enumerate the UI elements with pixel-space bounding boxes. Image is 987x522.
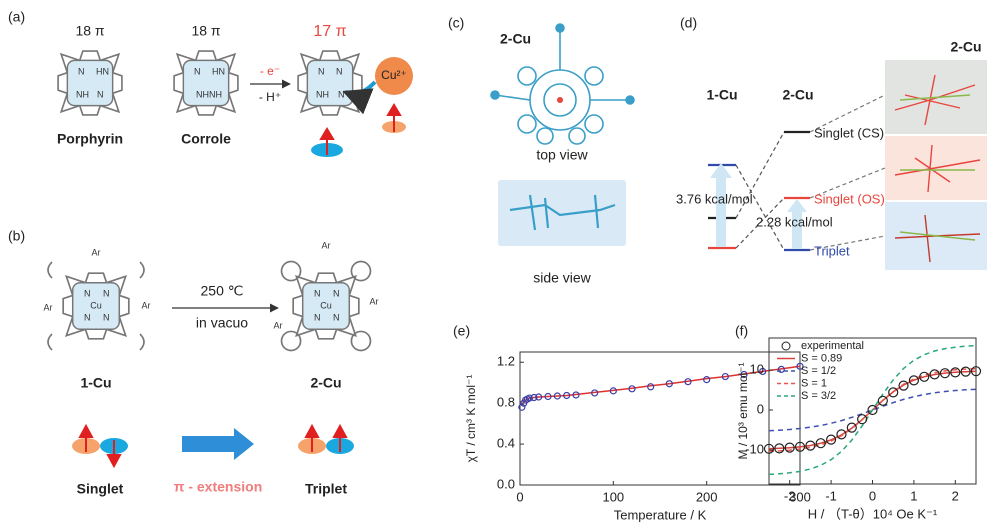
corrole-structure bbox=[174, 51, 238, 115]
x-axis-label: H / （T-θ）10⁴ Oe K⁻¹ bbox=[808, 506, 938, 521]
compound-name: 2-Cu bbox=[310, 375, 341, 391]
legend-label: S = 3/2 bbox=[801, 390, 836, 402]
y-axis-label: M / 10³ emu mol⁻¹ bbox=[736, 362, 750, 459]
radical-structure bbox=[298, 51, 362, 115]
atom-label: N bbox=[314, 312, 321, 322]
atom-label: NH bbox=[76, 89, 89, 99]
step-label: - H⁺ bbox=[259, 90, 281, 104]
atom-label: N bbox=[194, 66, 201, 76]
atom-label: N bbox=[318, 66, 325, 76]
pi-count: 17 π bbox=[313, 23, 346, 40]
step-label: - e⁻ bbox=[260, 64, 280, 78]
process-label: π - extension bbox=[174, 479, 263, 495]
atom-label: N bbox=[84, 312, 91, 322]
x-tick-label: 100 bbox=[602, 489, 624, 504]
pi-count: 18 π bbox=[191, 23, 220, 39]
atom-label: N bbox=[103, 312, 110, 322]
panel-label: (e) bbox=[453, 323, 470, 339]
y-tick-label: 0.0 bbox=[497, 476, 515, 491]
legend-label: experimental bbox=[801, 340, 864, 352]
y-tick-label: 1.2 bbox=[497, 354, 515, 369]
atom-label: N bbox=[103, 288, 110, 298]
column-header: 2-Cu bbox=[782, 87, 813, 103]
porphyrin-structure bbox=[58, 51, 122, 115]
legend-label: S = 1/2 bbox=[801, 365, 836, 377]
panel-label: (b) bbox=[8, 228, 25, 244]
atom-label: N bbox=[78, 66, 85, 76]
panel-label: (a) bbox=[8, 9, 25, 25]
atom-label: HN bbox=[212, 66, 225, 76]
page: {"panel_a":{"label":"(a)","pi_counts":["… bbox=[0, 0, 987, 522]
atom-label: N bbox=[314, 288, 321, 298]
atom-label: Ar bbox=[44, 302, 53, 312]
legend-label: S = 1 bbox=[801, 377, 827, 389]
x-tick-label: 2 bbox=[952, 488, 959, 503]
compound-name: 1-Cu bbox=[80, 375, 111, 391]
x-tick-label: 200 bbox=[696, 489, 718, 504]
side-view-panel bbox=[498, 180, 626, 246]
legend-label: S = 0.89 bbox=[801, 352, 842, 364]
state-label: Triplet bbox=[814, 243, 850, 258]
y-tick-label: 0.8 bbox=[497, 395, 515, 410]
atom-label: Ar bbox=[92, 247, 101, 257]
condition: 250 ℃ bbox=[201, 283, 244, 299]
y-tick-label: 0 bbox=[757, 401, 764, 416]
condition: in vacuo bbox=[196, 315, 248, 331]
atom-label: Ar bbox=[370, 296, 379, 306]
panel-label: (d) bbox=[680, 15, 697, 31]
legend-marker bbox=[782, 342, 790, 350]
atom-label: N bbox=[97, 89, 104, 99]
view-label: side view bbox=[533, 270, 591, 286]
atom-label: HN bbox=[96, 66, 109, 76]
state-label: Triplet bbox=[305, 481, 347, 497]
process-arrow bbox=[182, 428, 254, 460]
atom-label: Cu bbox=[90, 300, 102, 310]
y-tick-label: 10 bbox=[750, 361, 764, 376]
atom-label: Ar bbox=[322, 240, 331, 250]
pi-count: 18 π bbox=[75, 23, 104, 39]
atom-label: N bbox=[84, 288, 91, 298]
column-header: 2-Cu bbox=[950, 39, 981, 55]
view-label: top view bbox=[536, 147, 588, 163]
molecule-name: Corrole bbox=[181, 131, 231, 147]
atom-label: Cu bbox=[320, 300, 332, 310]
panel-label: (f) bbox=[735, 323, 748, 339]
atom-label: N bbox=[336, 66, 343, 76]
atom-label: Ar bbox=[274, 320, 283, 330]
y-tick-label: 0.4 bbox=[497, 436, 515, 451]
gap-label: 3.76 kcal/mol bbox=[676, 191, 753, 206]
state-label: Singlet (CS) bbox=[814, 125, 884, 140]
atom-label: Ar bbox=[142, 300, 151, 310]
x-tick-label: 1 bbox=[910, 488, 917, 503]
x-tick-label: -1 bbox=[825, 488, 837, 503]
gap-label: 2.28 kcal/mol bbox=[756, 214, 833, 229]
x-axis-label: Temperature / K bbox=[614, 507, 707, 522]
atom-label: N bbox=[338, 89, 345, 99]
atom-label: N bbox=[333, 312, 340, 322]
x-tick-label: -2 bbox=[784, 488, 796, 503]
compound-name: 2-Cu bbox=[500, 31, 531, 47]
molecule-name: Porphyrin bbox=[57, 131, 123, 147]
column-header: 1-Cu bbox=[706, 87, 737, 103]
ion-label: Cu²⁺ bbox=[381, 68, 407, 82]
state-label: Singlet bbox=[77, 481, 124, 497]
x-tick-label: 0 bbox=[869, 488, 876, 503]
atom-label: NH bbox=[316, 89, 329, 99]
figure: (a) 18 π 18 π 17 π N HN NH N N HN NHNH N… bbox=[0, 0, 987, 522]
atom-label: NHNH bbox=[196, 89, 222, 99]
y-axis-label: χT / cm³ K mol⁻¹ bbox=[464, 375, 478, 463]
atom-label: N bbox=[333, 288, 340, 298]
x-tick-label: 0 bbox=[516, 489, 523, 504]
state-label: Singlet (OS) bbox=[814, 191, 885, 206]
panel-label: (c) bbox=[448, 15, 464, 31]
